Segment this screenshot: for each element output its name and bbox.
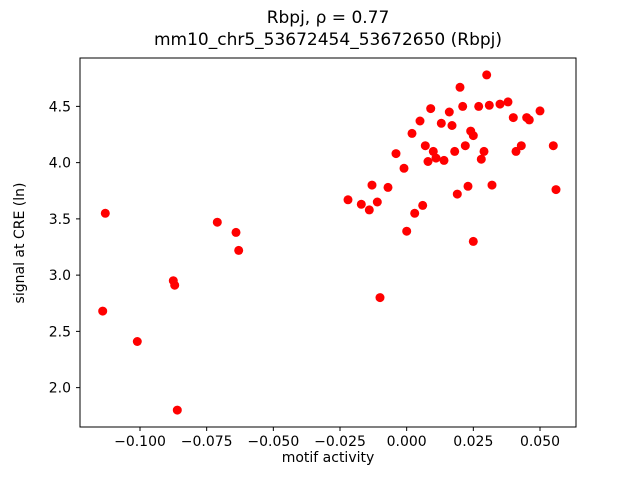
data-point [410,208,420,218]
data-point [364,205,374,215]
data-point [231,227,241,237]
data-point [439,155,449,165]
data-point [431,153,441,163]
data-point [516,141,526,151]
data-point [444,107,454,117]
data-point [460,141,470,151]
data-point [524,115,534,125]
chart-title-line1: Rbpj, ρ = 0.77 [266,8,390,28]
y-axis-label: signal at CRE (ln) [12,182,28,304]
data-point [212,217,222,227]
data-point [548,141,558,151]
data-point [383,182,393,192]
data-point [484,100,494,110]
y-tick-label: 2.0 [49,381,71,397]
data-point [356,199,366,209]
data-point [503,97,513,107]
data-point [234,245,244,255]
data-point [463,181,473,191]
x-tick-label: −0.050 [247,434,299,450]
y-tick-label: 4.5 [49,99,71,115]
data-point [402,226,412,236]
data-point [452,189,462,199]
data-point [426,104,436,114]
data-point [495,99,505,109]
x-tick-label: −0.075 [181,434,233,450]
data-point [474,101,484,111]
data-point [391,149,401,159]
data-point [487,180,497,190]
chart-title: Rbpj, ρ = 0.77 mm10_chr5_53672454_536726… [80,7,576,51]
data-point [343,195,353,205]
data-point [415,116,425,126]
chart-title-line2: mm10_chr5_53672454_53672650 (Rbpj) [153,30,503,50]
data-point [479,146,489,156]
y-tick-label: 3.5 [49,212,71,228]
data-point [468,236,478,246]
data-point [511,146,521,156]
data-point [423,157,433,166]
data-point [476,154,486,164]
y-tick-label: 3.0 [49,268,71,284]
x-tick-label: 0.000 [387,434,427,450]
x-tick-label: −0.100 [114,434,166,450]
data-point [535,106,545,116]
data-point [447,121,457,130]
x-tick-label: 0.050 [520,434,560,450]
data-point [455,82,465,92]
data-point [468,131,478,141]
data-point [418,200,428,210]
y-tick-label: 2.5 [49,324,71,340]
data-point [551,185,561,195]
data-point [508,113,518,123]
data-point [170,280,180,290]
data-point [172,405,182,415]
data-point [367,180,377,190]
data-point [450,146,460,156]
data-point [98,306,108,316]
y-tick-label: 4.0 [49,156,71,172]
x-axis-label: motif activity [281,450,375,466]
x-tick-label: 0.025 [453,434,493,450]
data-point [407,128,417,138]
data-point [420,141,430,151]
x-tick-label: −0.025 [314,434,366,450]
data-point [372,197,382,207]
plot-frame [79,57,577,428]
data-point [132,337,142,346]
data-point [436,118,446,128]
data-point [482,70,492,80]
data-point [399,163,409,173]
data-point [100,208,110,218]
data-point [375,293,385,303]
data-point [458,101,468,111]
